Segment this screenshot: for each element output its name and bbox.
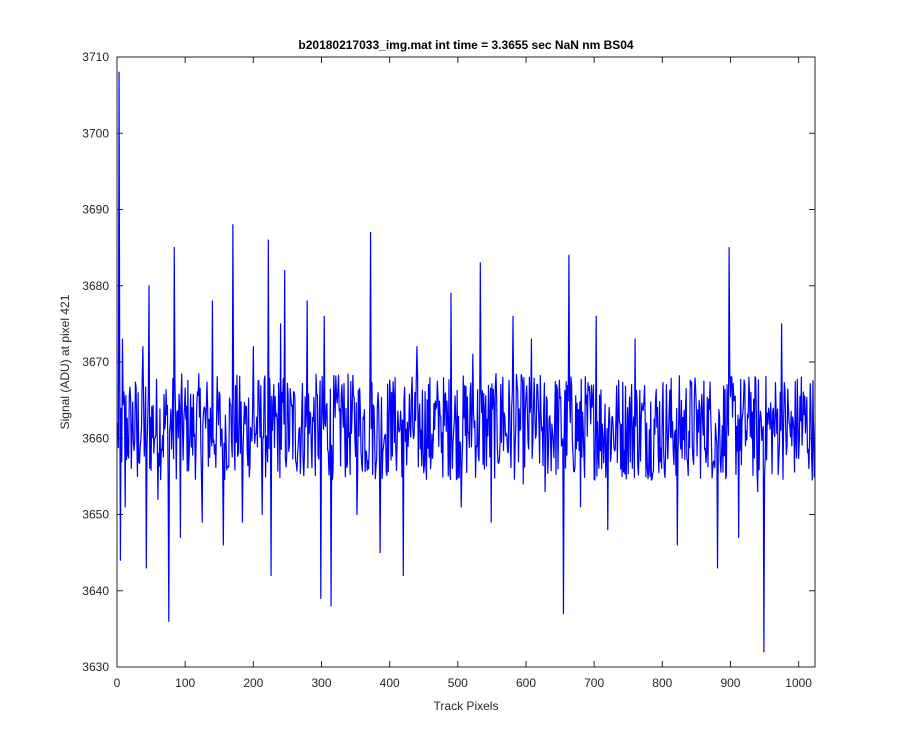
- x-tick-label: 0: [114, 676, 121, 690]
- chart-title: b20180217033_img.mat int time = 3.3655 s…: [298, 38, 634, 52]
- x-tick-label: 500: [448, 676, 468, 690]
- plot-background: [117, 57, 815, 667]
- x-tick-label: 600: [516, 676, 536, 690]
- x-tick-label: 1000: [785, 676, 812, 690]
- y-tick-label: 3660: [82, 431, 109, 445]
- x-tick-label: 900: [720, 676, 740, 690]
- y-axis-label: Signal (ADU) at pixel 421: [58, 294, 72, 429]
- y-tick-label: 3680: [82, 279, 109, 293]
- y-tick-label: 3710: [82, 50, 109, 64]
- y-tick-label: 3630: [82, 660, 109, 674]
- x-axis-ticks: 0 100 200 300 400 500 600 700 800 900 1000: [114, 57, 812, 690]
- y-tick-label: 3690: [82, 203, 109, 217]
- signal-series-line: [117, 71, 816, 653]
- x-tick-label: 100: [175, 676, 195, 690]
- y-tick-label: 3670: [82, 355, 109, 369]
- plot-frame: [116, 56, 816, 668]
- y-tick-label: 3650: [82, 508, 109, 522]
- x-tick-label: 800: [652, 676, 672, 690]
- y-tick-label: 3700: [82, 126, 109, 140]
- x-tick-label: 700: [584, 676, 604, 690]
- x-tick-label: 200: [243, 676, 263, 690]
- x-tick-label: 400: [380, 676, 400, 690]
- x-tick-label: 300: [311, 676, 331, 690]
- x-axis-label: Track Pixels: [434, 699, 499, 713]
- y-tick-label: 3640: [82, 584, 109, 598]
